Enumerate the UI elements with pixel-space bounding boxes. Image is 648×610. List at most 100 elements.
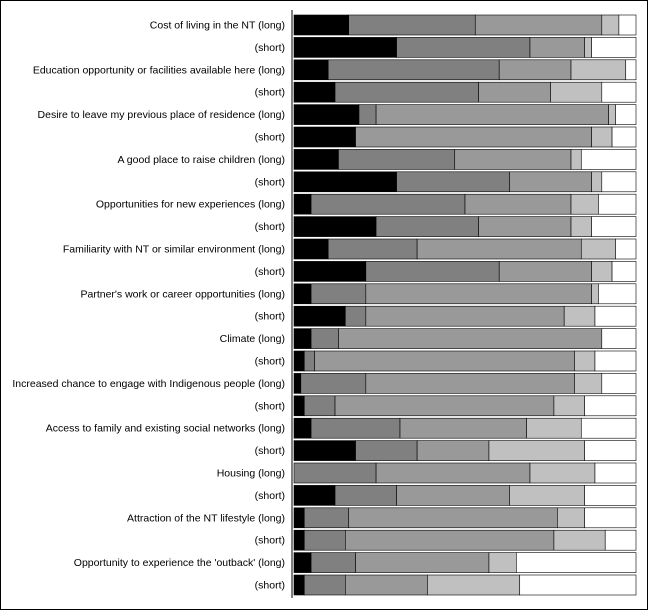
bar-segment (580, 238, 616, 260)
category-label: Desire to leave my previous place of res… (38, 109, 285, 121)
bar-segment (584, 440, 637, 461)
bar-segment (293, 373, 302, 394)
bar-segment (293, 395, 305, 417)
bar-segment (478, 81, 551, 103)
bar-segment (594, 305, 637, 327)
bar-segment (584, 395, 637, 417)
bar-segment (310, 328, 339, 349)
bar-segment (591, 37, 637, 58)
bar-segment (509, 485, 585, 506)
bar-segment (327, 238, 418, 260)
bar-segment (464, 193, 572, 215)
bar-segment (488, 552, 517, 573)
bar-segment (580, 149, 637, 170)
bar-segment (591, 283, 599, 305)
bar-segment (293, 552, 312, 573)
bar-segment (355, 552, 490, 573)
bar-segment (293, 81, 336, 103)
bar-segment (529, 37, 585, 58)
bar-segment (515, 552, 637, 573)
bar-segment (498, 59, 572, 81)
bar-segment (584, 485, 637, 506)
category-label: (short) (255, 42, 285, 54)
category-label: Partner's work or career opportunities (… (80, 288, 285, 300)
bar-segment (293, 171, 397, 193)
bar-segment (529, 462, 596, 484)
bar-segment (310, 193, 466, 215)
bar-segment (293, 238, 329, 260)
bars (293, 14, 637, 596)
bar-segment (519, 574, 637, 596)
bar-segment (310, 283, 367, 305)
bar-segment (293, 485, 336, 506)
bar-segment (478, 216, 572, 237)
bar-segment (293, 104, 360, 125)
bar-segment (604, 529, 637, 551)
bar-segment (365, 261, 500, 282)
category-label: (short) (255, 311, 285, 323)
bar-segment (526, 417, 582, 439)
bar-segment (293, 14, 350, 36)
bar-segment (293, 328, 312, 349)
category-label: (short) (255, 490, 285, 502)
bar-segment (334, 81, 479, 103)
bar-segment (550, 81, 603, 103)
bar-segment (365, 283, 592, 305)
bar-segment (611, 126, 637, 148)
bar-segment (594, 350, 637, 372)
bar-segment (591, 171, 603, 193)
bar-segment (293, 574, 305, 596)
bar-segment (293, 261, 367, 282)
bar-segment (293, 37, 397, 58)
bar-segment (348, 507, 558, 529)
bar-segment (584, 507, 637, 529)
bar-segment (427, 574, 521, 596)
bar-segment (358, 104, 377, 125)
bar-segment (591, 216, 637, 237)
bar-segment (553, 529, 606, 551)
bar-segment (375, 216, 479, 237)
category-label: Opportunity to experience the 'outback' … (74, 557, 285, 569)
bar-segment (580, 417, 637, 439)
category-label: Familiarity with NT or similar environme… (63, 244, 285, 256)
bar-segment (365, 305, 565, 327)
bar-segment (416, 440, 490, 461)
bar-segment (601, 373, 637, 394)
bar-segment (509, 171, 592, 193)
bar-segment (334, 395, 555, 417)
category-label: (short) (255, 132, 285, 144)
bar-segment (618, 14, 637, 36)
bar-segment (375, 462, 531, 484)
bar-segment (293, 283, 312, 305)
bar-segment (293, 305, 346, 327)
bar-segment (365, 373, 575, 394)
bar-segment (344, 529, 555, 551)
bar-segment (334, 485, 397, 506)
bar-segment (615, 104, 637, 125)
bar-segment (498, 261, 592, 282)
bar-segment (474, 14, 603, 36)
bar-segment (293, 126, 356, 148)
bar-segment (611, 261, 637, 282)
bar-segment (601, 81, 637, 103)
bar-segment (601, 328, 637, 349)
bar-segment (591, 261, 613, 282)
category-label: Increased chance to engage with Indigeno… (12, 378, 285, 390)
bar-segment (310, 417, 401, 439)
bar-segment (598, 283, 637, 305)
category-label: (short) (255, 400, 285, 412)
bar-segment (310, 552, 356, 573)
category-label: (short) (255, 176, 285, 188)
category-label: Attraction of the NT lifestyle (long) (127, 512, 285, 524)
bar-segment (300, 373, 367, 394)
category-labels: Cost of living in the NT (long) (short) Ed… (12, 20, 285, 592)
bar-segment (557, 507, 586, 529)
bar-segment (570, 193, 599, 215)
bar-segment (293, 529, 305, 551)
bar-segment (344, 574, 428, 596)
bar-segment (338, 149, 456, 170)
bar-segment (584, 37, 592, 58)
bar-segment (399, 417, 527, 439)
bar-segment (608, 104, 616, 125)
bar-segment (293, 417, 312, 439)
